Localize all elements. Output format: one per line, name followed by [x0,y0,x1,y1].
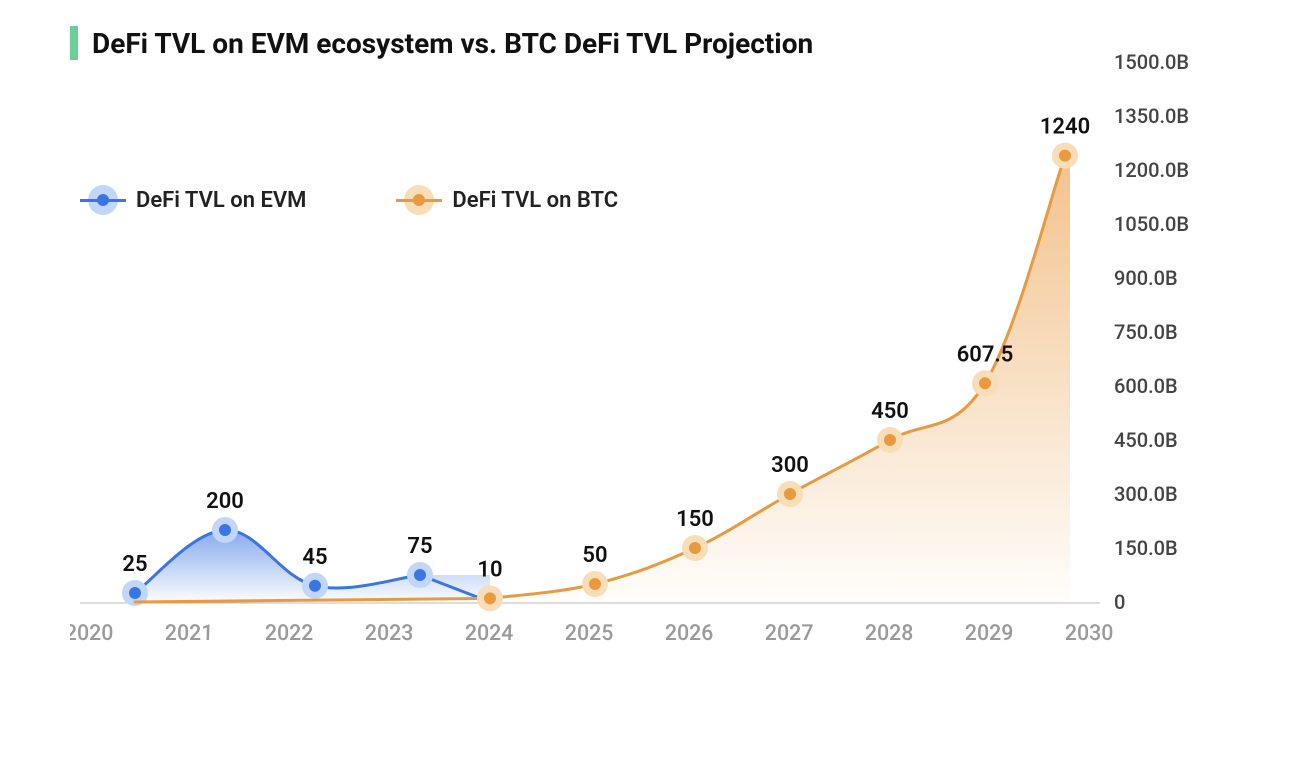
x-tick-label: 2020 [70,620,115,646]
marker-btc [589,578,601,590]
x-tick-label: 2022 [263,620,315,646]
data-label-btc: 450 [871,399,909,424]
area-btc [135,156,1070,602]
data-label-btc: 10 [477,557,502,582]
y-tick-label: 750.0B [1114,320,1178,344]
x-tick-label: 2023 [363,620,415,646]
y-tick-label: 1350.0B [1114,104,1189,128]
data-label-btc: 50 [582,543,607,568]
marker-evm [219,524,231,536]
x-tick-label: 2026 [663,620,715,646]
data-label-btc: 1240 [1040,115,1090,140]
data-label-evm: 75 [407,534,432,559]
marker-btc [1059,150,1071,162]
marker-evm [129,587,141,599]
data-label-evm: 200 [206,489,244,514]
data-label-evm: 25 [122,552,147,577]
y-tick-label: 150.0B [1114,536,1178,560]
marker-evm [414,569,426,581]
x-tick-label: 2024 [463,620,515,646]
marker-btc [884,434,896,446]
y-tick-label: 300.0B [1114,482,1178,506]
y-tick-label: 0 [1114,590,1125,614]
y-tick-label: 600.0B [1114,374,1178,398]
x-tick-label: 2028 [863,620,915,646]
marker-evm [309,580,321,592]
data-label-btc: 300 [771,453,809,478]
x-tick-label: 2021 [163,620,215,646]
marker-btc [979,377,991,389]
y-tick-label: 1500.0B [1114,50,1189,74]
data-label-btc: 150 [676,507,714,532]
y-tick-label: 1200.0B [1114,158,1189,182]
marker-btc [484,592,496,604]
x-tick-label: 2025 [563,620,616,646]
x-tick-label: 2027 [763,620,816,646]
x-tick-label: 2030 [1063,620,1115,646]
data-label-evm: 45 [302,545,327,570]
y-tick-label: 900.0B [1114,266,1178,290]
y-tick-label: 450.0B [1114,428,1178,452]
x-tick-label: 2029 [963,620,1015,646]
data-label-btc: 607.5 [957,342,1014,367]
marker-btc [689,542,701,554]
marker-btc [784,488,796,500]
y-tick-label: 1050.0B [1114,212,1189,236]
chart-canvas: 0150.0B300.0B450.0B600.0B750.0B900.0B105… [70,42,1230,682]
